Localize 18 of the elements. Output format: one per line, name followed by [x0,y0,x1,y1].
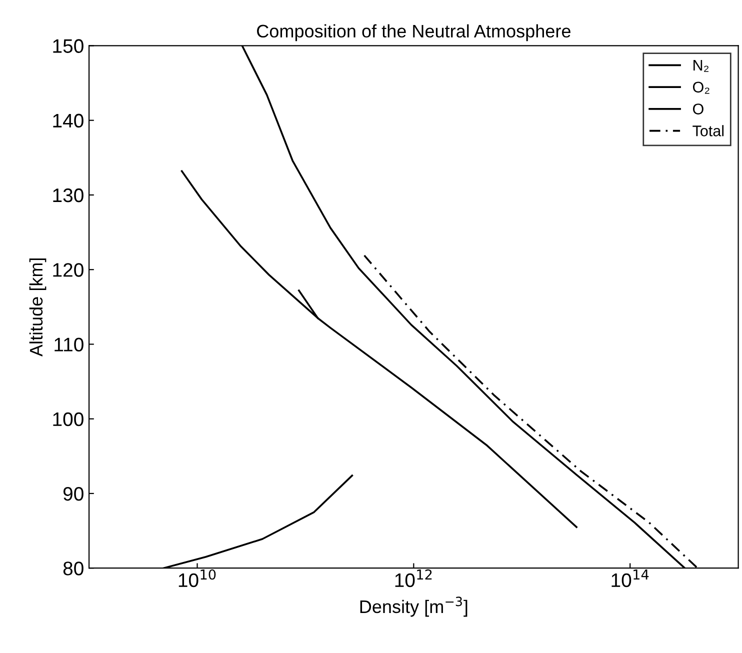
chart-title: Composition of the Neutral Atmosphere [257,24,570,42]
y-tick-label: 110 [54,338,84,352]
y-tick-label: 150 [53,39,84,53]
x-tick-label: 10$^{10}$ [178,569,216,588]
x-axis-title: Density [m$^{−3}$] [360,596,468,617]
x-tick-label: 10$^{14}$ [612,570,649,588]
y-axis-title: Altitude [km] [29,258,46,357]
y-tick-label: 80 [63,562,84,576]
legend-label: N₂ [694,60,708,72]
legend-label: O₂ [693,82,710,94]
legend-label: O [693,104,704,114]
x-tick-label: 10$^{12}$ [395,569,432,588]
y-tick-label: 90 [63,486,84,501]
y-tick-label: 130 [53,188,84,202]
y-tick-label: 140 [53,114,84,128]
y-tick-label: 120 [53,263,84,277]
y-tick-label: 100 [53,412,84,426]
legend-label: Total [692,125,724,136]
